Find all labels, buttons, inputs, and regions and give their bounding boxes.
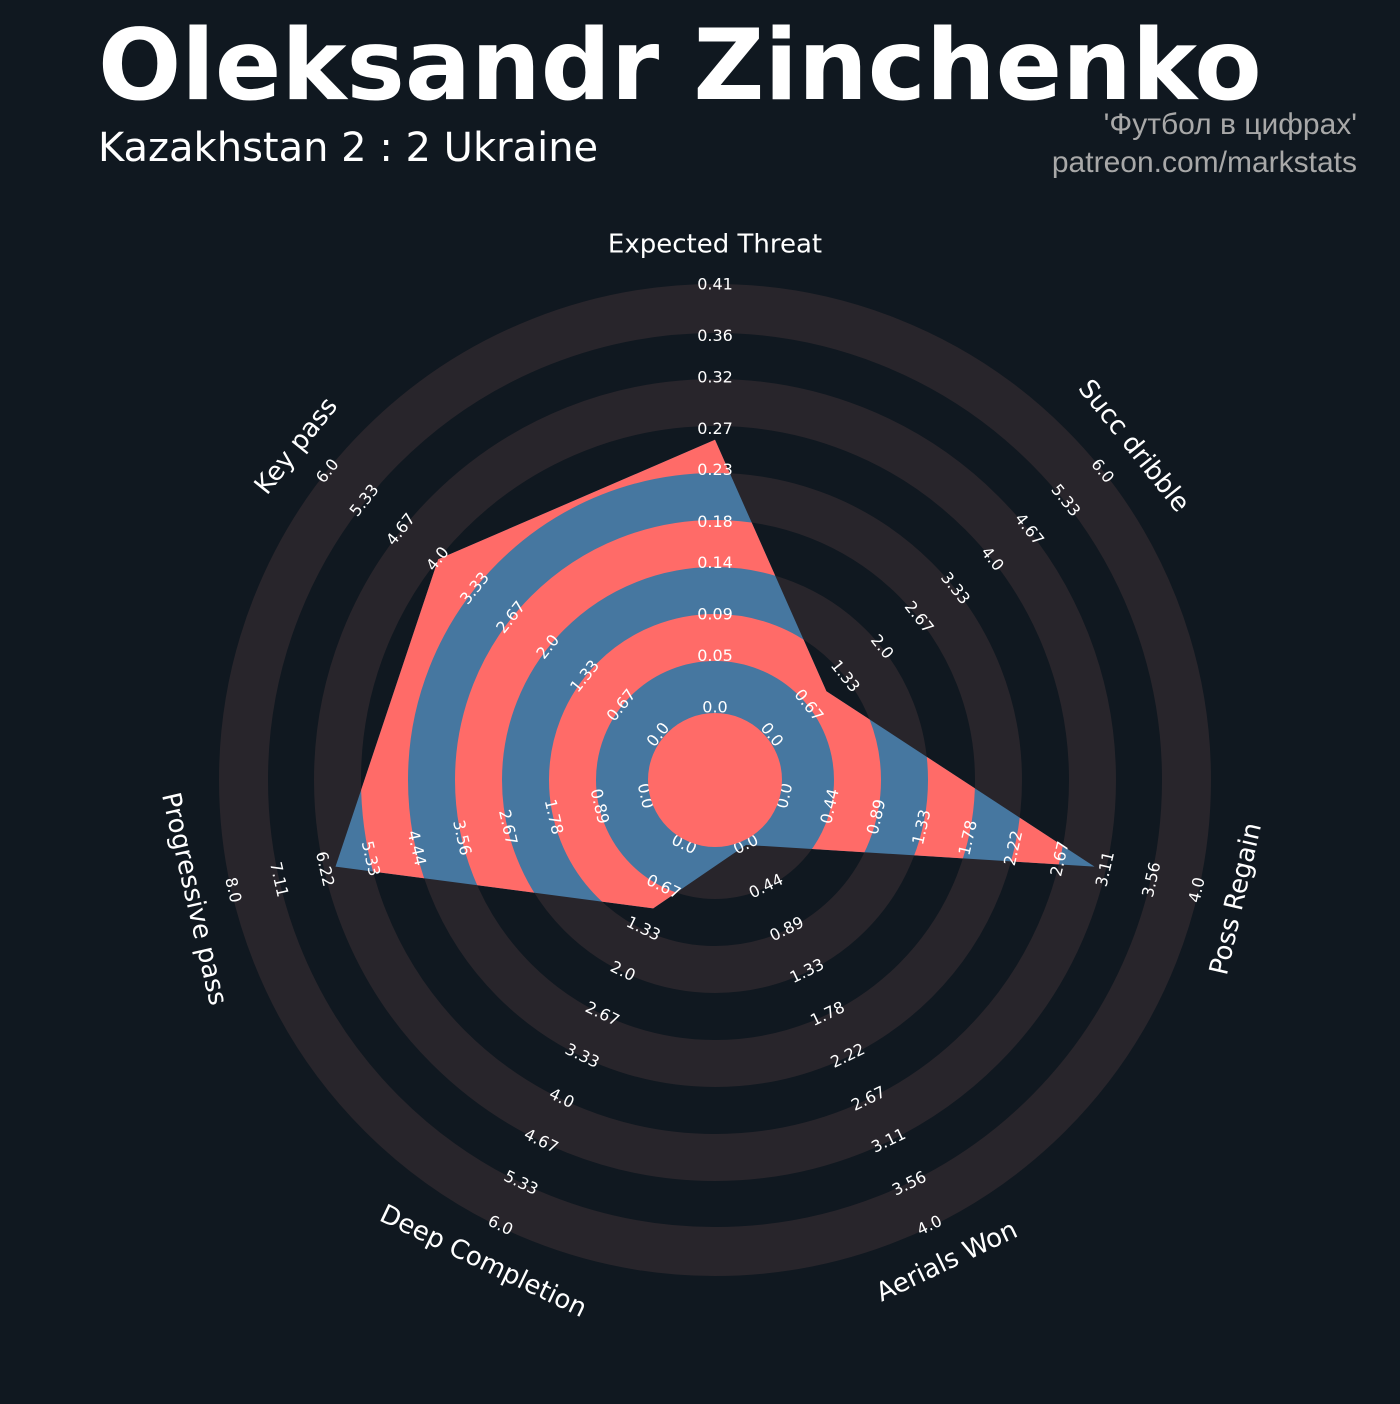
radar-band bbox=[455, 520, 975, 909]
tick-label: 0.05 bbox=[697, 646, 733, 665]
center-circle bbox=[648, 713, 782, 847]
ring bbox=[219, 284, 1211, 1276]
tick-label: 0.0 bbox=[702, 698, 727, 717]
tick-label: 0.41 bbox=[697, 275, 733, 294]
chart-subtitle: Kazakhstan 2 : 2 Ukraine bbox=[98, 125, 598, 171]
tick-label: 0.18 bbox=[697, 512, 733, 531]
tick-label: 0.32 bbox=[697, 367, 733, 386]
tick-label: 0.09 bbox=[697, 605, 733, 624]
annotation: patreon.com/markstats bbox=[1052, 146, 1357, 179]
tick-label: 0.27 bbox=[697, 419, 733, 438]
tick-label: 0.36 bbox=[697, 326, 733, 345]
tick-label: 0.14 bbox=[697, 553, 733, 572]
ring bbox=[314, 379, 1116, 1181]
radar-band bbox=[549, 614, 881, 909]
tick-label: 0.23 bbox=[697, 460, 733, 479]
axis-label: Expected Threat bbox=[608, 230, 822, 260]
annotation: 'Футбол в цифрах' bbox=[1104, 108, 1357, 141]
radar-shape bbox=[335, 439, 1095, 909]
radar-area bbox=[335, 439, 1095, 909]
chart-title: Oleksandr Zinchenko bbox=[98, 9, 1262, 123]
